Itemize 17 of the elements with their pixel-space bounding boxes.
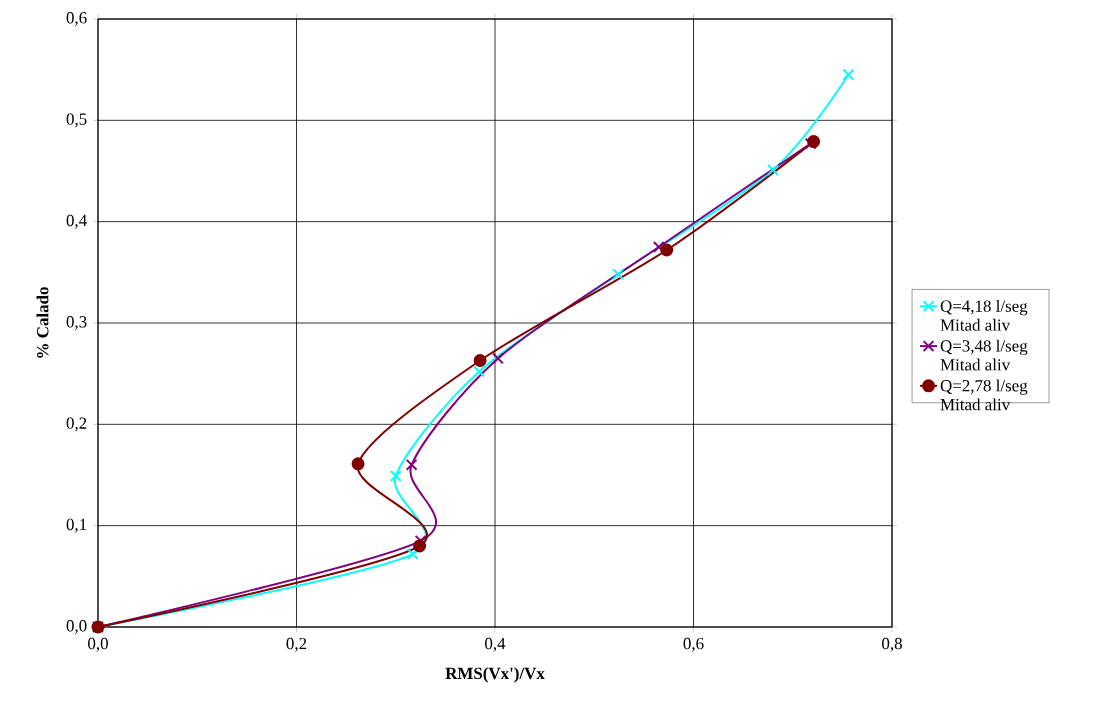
y-tick-label: 0,6 bbox=[66, 12, 87, 26]
y-axis-title: % Calado bbox=[36, 287, 49, 358]
x-tick-label: 0,0 bbox=[88, 637, 108, 652]
y-tick-label: 0,3 bbox=[66, 316, 87, 330]
legend-label: Q=2,78 l/seg Mitad aliv bbox=[940, 379, 1028, 411]
y-tick-label: 0,4 bbox=[66, 214, 87, 229]
y-tick-label: 0,0 bbox=[66, 620, 87, 634]
legend-label: Q=3,48 l/seg Mitad aliv bbox=[940, 339, 1028, 371]
legend-label: Q=4,18 l/seg Mitad aliv bbox=[940, 299, 1028, 331]
x-tick-label: 0,6 bbox=[683, 637, 704, 652]
y-tick-label: 0,2 bbox=[66, 417, 87, 432]
y-tick-label: 0,5 bbox=[66, 113, 87, 128]
x-tick-label: 0,4 bbox=[485, 637, 506, 652]
x-axis-title: RMS(Vx')/Vx bbox=[445, 667, 545, 683]
x-tick-label: 0,8 bbox=[882, 637, 902, 652]
x-tick-label: 0,2 bbox=[286, 637, 307, 652]
y-tick-label: 0,1 bbox=[66, 518, 87, 533]
